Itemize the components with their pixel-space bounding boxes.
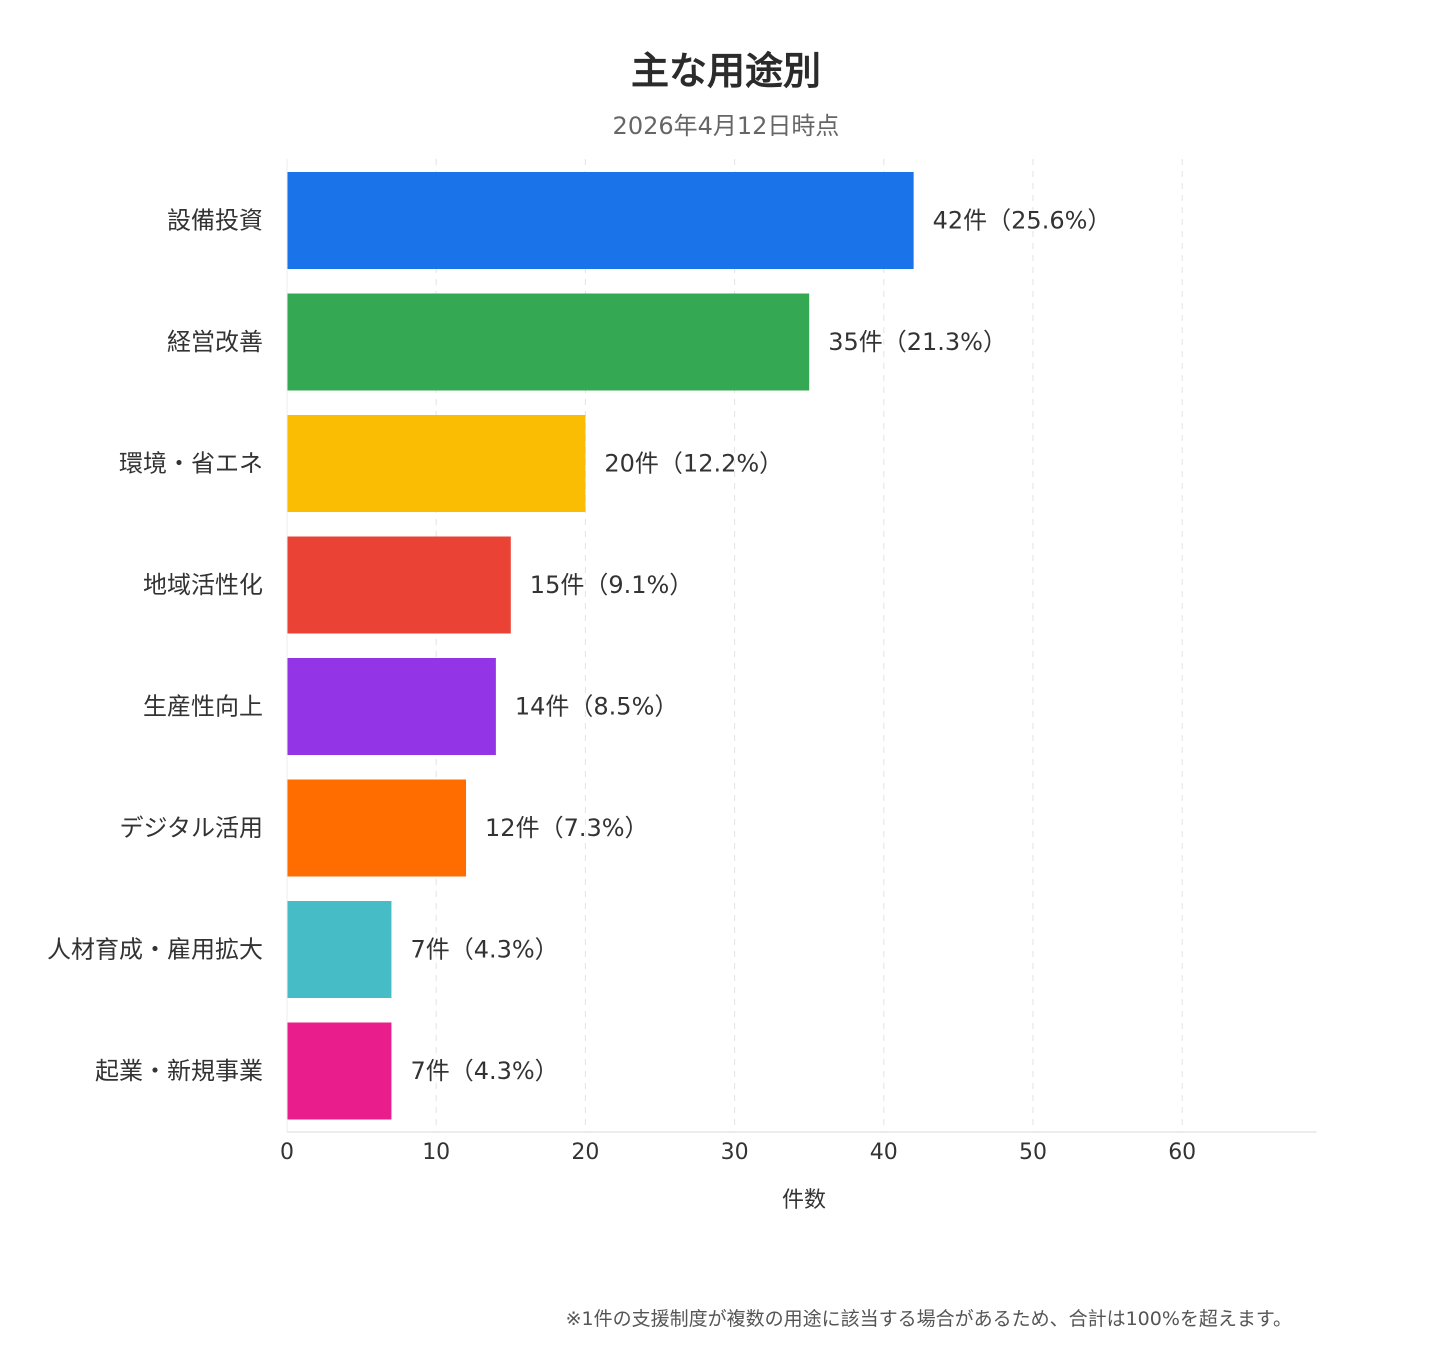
x-tick-label: 10 bbox=[422, 1140, 450, 1165]
bar bbox=[287, 293, 810, 391]
data-label: 42件（25.6%） bbox=[933, 207, 1112, 235]
data-label: 12件（7.3%） bbox=[485, 814, 649, 842]
data-label: 7件（4.3%） bbox=[410, 936, 558, 964]
x-tick-label: 30 bbox=[721, 1140, 749, 1165]
x-tick-label: 60 bbox=[1168, 1140, 1196, 1165]
x-tick-label: 50 bbox=[1019, 1140, 1047, 1165]
bar bbox=[287, 901, 392, 998]
data-label: 7件（4.3%） bbox=[410, 1057, 558, 1085]
category-labels: 設備投資経営改善環境・省エネ地域活性化生産性向上デジタル活用人材育成・雇用拡大起… bbox=[47, 207, 263, 1086]
x-axis: 0 10 20 30 40 50 60 bbox=[280, 159, 1317, 1165]
category-label: 生産性向上 bbox=[143, 693, 263, 721]
bar bbox=[287, 779, 467, 877]
bar bbox=[287, 658, 496, 755]
category-label: 環境・省エネ bbox=[119, 450, 263, 478]
chart-subtitle: 2026年4月12日時点 bbox=[612, 112, 840, 140]
data-label: 35件（21.3%） bbox=[828, 328, 1007, 356]
x-tick-label: 40 bbox=[870, 1140, 898, 1165]
data-label: 20件（12.2%） bbox=[604, 450, 783, 478]
x-tick-label: 0 bbox=[280, 1140, 294, 1165]
bars bbox=[287, 172, 914, 1120]
category-label: 設備投資 bbox=[167, 207, 263, 235]
bar bbox=[287, 536, 511, 634]
category-label: デジタル活用 bbox=[119, 814, 263, 842]
bar bbox=[287, 172, 914, 269]
category-label: 人材育成・雇用拡大 bbox=[47, 936, 263, 964]
data-labels: 42件（25.6%） 35件（21.3%） 20件（12.2%） 15件（9.1%） 1… bbox=[410, 207, 1111, 1086]
data-label: 15件（9.1%） bbox=[530, 571, 694, 599]
category-label: 起業・新規事業 bbox=[95, 1057, 263, 1085]
bar bbox=[287, 1022, 392, 1120]
bar bbox=[287, 415, 586, 512]
footnote: ※1件の支援制度が複数の用途に該当する場合があるため、合計は100%を超えます。 bbox=[565, 1308, 1292, 1330]
category-label: 地域活性化 bbox=[143, 571, 263, 599]
data-label: 14件（8.5%） bbox=[515, 693, 679, 721]
chart-title: 主な用途別 bbox=[630, 49, 821, 93]
category-label: 経営改善 bbox=[167, 328, 263, 356]
x-axis-title: 件数 bbox=[782, 1188, 826, 1213]
x-tick-label: 20 bbox=[571, 1140, 599, 1165]
